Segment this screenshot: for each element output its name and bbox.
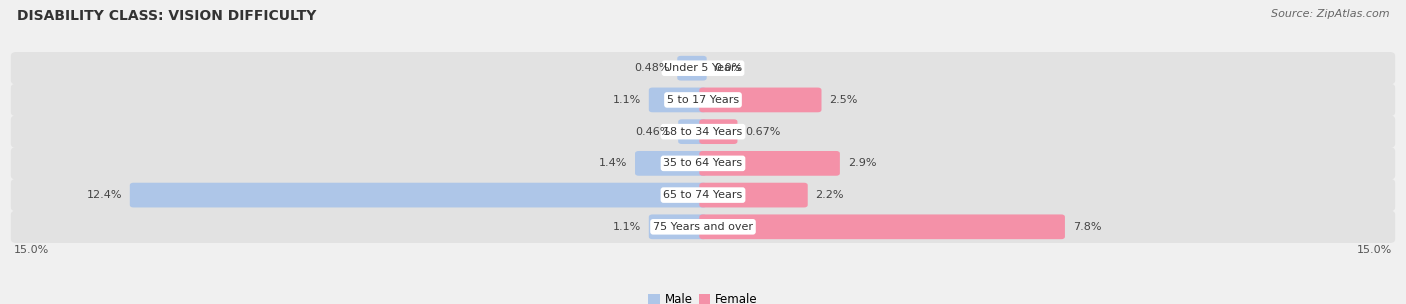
Text: 1.4%: 1.4% [599,158,627,168]
Text: 65 to 74 Years: 65 to 74 Years [664,190,742,200]
Text: 1.1%: 1.1% [613,95,641,105]
Text: 18 to 34 Years: 18 to 34 Years [664,127,742,136]
FancyBboxPatch shape [678,56,707,81]
Text: Source: ZipAtlas.com: Source: ZipAtlas.com [1271,9,1389,19]
Text: DISABILITY CLASS: VISION DIFFICULTY: DISABILITY CLASS: VISION DIFFICULTY [17,9,316,23]
FancyBboxPatch shape [11,52,1395,85]
Text: 0.67%: 0.67% [745,127,780,136]
FancyBboxPatch shape [11,147,1395,180]
FancyBboxPatch shape [648,88,707,112]
Text: 15.0%: 15.0% [14,245,49,255]
FancyBboxPatch shape [699,183,807,207]
Text: 35 to 64 Years: 35 to 64 Years [664,158,742,168]
FancyBboxPatch shape [11,116,1395,148]
FancyBboxPatch shape [636,151,707,176]
Text: 0.0%: 0.0% [714,63,742,73]
FancyBboxPatch shape [129,183,707,207]
FancyBboxPatch shape [11,179,1395,211]
FancyBboxPatch shape [11,211,1395,243]
FancyBboxPatch shape [699,214,1064,239]
FancyBboxPatch shape [699,119,738,144]
Text: 7.8%: 7.8% [1073,222,1101,232]
FancyBboxPatch shape [699,151,839,176]
Text: Under 5 Years: Under 5 Years [665,63,741,73]
Text: 15.0%: 15.0% [1357,245,1392,255]
Text: 0.48%: 0.48% [634,63,669,73]
FancyBboxPatch shape [678,119,707,144]
FancyBboxPatch shape [699,88,821,112]
FancyBboxPatch shape [648,214,707,239]
Text: 2.5%: 2.5% [830,95,858,105]
Text: 5 to 17 Years: 5 to 17 Years [666,95,740,105]
Text: 1.1%: 1.1% [613,222,641,232]
Text: 12.4%: 12.4% [87,190,122,200]
Legend: Male, Female: Male, Female [644,288,762,304]
Text: 0.46%: 0.46% [636,127,671,136]
Text: 2.2%: 2.2% [815,190,844,200]
FancyBboxPatch shape [11,84,1395,116]
Text: 75 Years and over: 75 Years and over [652,222,754,232]
Text: 2.9%: 2.9% [848,158,876,168]
